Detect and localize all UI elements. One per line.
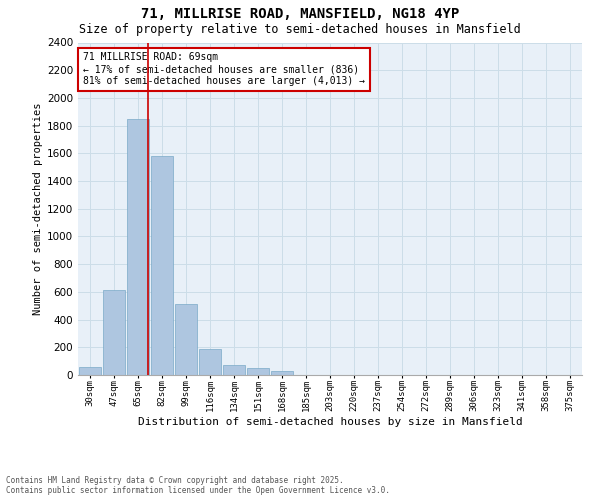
Bar: [271, 371, 293, 375]
Bar: [247, 368, 269, 375]
Bar: [103, 290, 125, 375]
Bar: [199, 348, 221, 375]
Text: 71 MILLRISE ROAD: 69sqm
← 17% of semi-detached houses are smaller (836)
81% of s: 71 MILLRISE ROAD: 69sqm ← 17% of semi-de…: [83, 52, 365, 86]
Text: Size of property relative to semi-detached houses in Mansfield: Size of property relative to semi-detach…: [79, 22, 521, 36]
Bar: [127, 118, 149, 375]
X-axis label: Distribution of semi-detached houses by size in Mansfield: Distribution of semi-detached houses by …: [137, 417, 523, 427]
Text: Contains HM Land Registry data © Crown copyright and database right 2025.
Contai: Contains HM Land Registry data © Crown c…: [6, 476, 390, 495]
Y-axis label: Number of semi-detached properties: Number of semi-detached properties: [33, 102, 43, 315]
Bar: [175, 304, 197, 375]
Bar: [151, 156, 173, 375]
Bar: [79, 366, 101, 375]
Bar: [223, 364, 245, 375]
Text: 71, MILLRISE ROAD, MANSFIELD, NG18 4YP: 71, MILLRISE ROAD, MANSFIELD, NG18 4YP: [141, 8, 459, 22]
